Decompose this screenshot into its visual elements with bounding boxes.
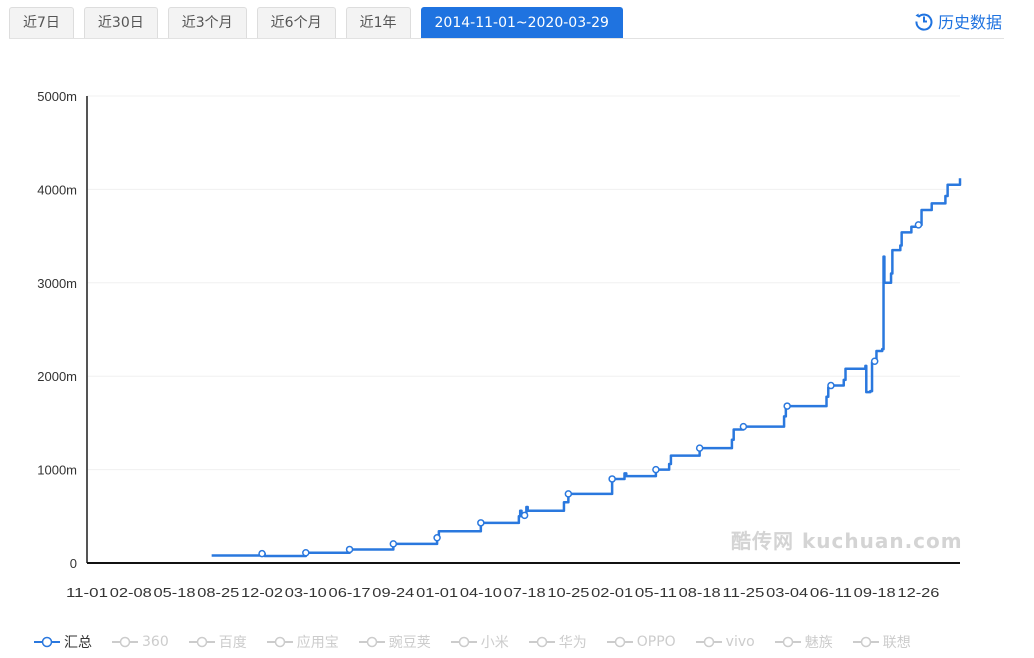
history-data-label: 历史数据 — [937, 13, 1002, 32]
data-point-marker — [345, 545, 354, 554]
data-point-marker — [608, 475, 616, 483]
watermark: 酷传网 kuchuan.com — [731, 529, 963, 553]
legend-line-circle-icon — [450, 636, 477, 648]
legend-item[interactable]: 百度 — [188, 632, 247, 652]
legend-item[interactable]: 应用宝 — [266, 632, 339, 652]
legend-label: 华为 — [558, 635, 587, 651]
data-point-marker — [389, 540, 398, 548]
x-tick-label: 06-17 — [329, 585, 371, 600]
legend-item[interactable]: 联想 — [852, 632, 911, 652]
x-tick-label: 09-24 — [372, 585, 414, 600]
legend-line-circle-icon — [266, 636, 293, 648]
data-point-marker — [914, 221, 923, 229]
x-tick-label: 02-01 — [591, 585, 633, 600]
x-tick-label: 12-26 — [897, 585, 939, 600]
x-tick-label: 11-25 — [722, 585, 764, 600]
tab-7-days[interactable]: 近7日 — [9, 7, 74, 38]
legend-line-circle-icon — [112, 636, 138, 648]
legend-label: 应用宝 — [296, 635, 339, 651]
x-tick-label: 09-18 — [854, 585, 896, 600]
legend-line-circle-icon — [695, 636, 722, 648]
data-point-marker — [258, 549, 266, 558]
legend-item[interactable]: 汇总 — [34, 632, 92, 652]
data-point-marker — [433, 534, 441, 542]
y-tick-label: 2000m — [37, 369, 77, 384]
data-point-marker — [827, 381, 835, 390]
legend-line-circle-icon — [606, 636, 633, 648]
history-clock-icon — [915, 13, 933, 31]
legend-line-circle-icon — [528, 636, 555, 648]
x-tick-label: 07-18 — [504, 585, 546, 600]
data-point-marker — [564, 490, 573, 498]
y-tick-label: 1000m — [37, 463, 77, 478]
tab-divider — [9, 38, 1004, 39]
tab-1-year[interactable]: 近1年 — [345, 7, 411, 38]
legend-item[interactable]: 360 — [112, 632, 169, 652]
tab-6-months[interactable]: 近6个月 — [256, 7, 336, 38]
legend-item[interactable]: 魅族 — [774, 632, 833, 652]
legend-line-circle-icon — [34, 636, 60, 648]
legend-line-circle-icon — [188, 636, 215, 648]
legend-line-circle-icon — [852, 636, 879, 648]
legend-line-circle-icon — [358, 636, 385, 648]
x-tick-label: 08-25 — [197, 585, 239, 600]
legend-label: 魅族 — [804, 635, 833, 651]
x-tick-label: 03-10 — [285, 585, 327, 600]
data-point-marker — [302, 548, 310, 557]
x-tick-label: 11-01 — [66, 585, 108, 600]
data-point-marker — [870, 357, 879, 366]
x-tick-label: 06-11 — [810, 585, 852, 600]
x-tick-label: 12-02 — [241, 585, 283, 600]
chart-legend: 汇总 360 百度 应用宝 豌豆荚 小米 华为 OPPO vivo 魅族 联想 — [34, 632, 931, 652]
y-tick-label: 3000m — [37, 276, 77, 291]
y-tick-label: 4000m — [37, 182, 77, 197]
legend-item[interactable]: vivo — [695, 632, 755, 652]
data-point-marker — [652, 465, 660, 474]
data-point-marker — [477, 519, 485, 527]
series-line — [211, 178, 962, 558]
legend-item[interactable]: 华为 — [528, 632, 587, 652]
x-tick-label: 02-08 — [110, 585, 152, 600]
legend-label: 豌豆荚 — [388, 635, 431, 651]
tab-30-days[interactable]: 近30日 — [83, 7, 158, 38]
data-point-marker — [783, 402, 791, 410]
legend-label: 百度 — [218, 635, 247, 651]
history-data-link[interactable]: 历史数据 — [914, 9, 1002, 33]
data-point-marker — [739, 422, 748, 431]
x-tick-label: 04-10 — [460, 585, 502, 600]
date-range-tabs: 近7日 近30日 近3个月 近6个月 近1年 2014-11-01~2020-0… — [9, 7, 623, 38]
x-tick-label: 10-25 — [547, 585, 589, 600]
data-point-marker — [695, 444, 704, 452]
tab-custom-range[interactable]: 2014-11-01~2020-03-29 — [420, 7, 623, 38]
x-tick-label: 03-04 — [766, 585, 808, 600]
x-tick-label: 05-18 — [154, 585, 196, 600]
legend-item[interactable]: 豌豆荚 — [358, 632, 431, 652]
legend-line-circle-icon — [774, 636, 801, 648]
legend-label: 联想 — [882, 635, 911, 651]
legend-label: 360 — [142, 634, 169, 650]
y-tick-label: 5000m — [37, 89, 77, 104]
legend-label: 汇总 — [64, 635, 92, 651]
tab-3-months[interactable]: 近3个月 — [167, 7, 247, 38]
x-tick-label: 01-01 — [416, 585, 458, 600]
legend-item[interactable]: 小米 — [450, 632, 509, 652]
x-tick-label: 08-18 — [679, 585, 721, 600]
y-tick-label: 0 — [70, 556, 77, 571]
legend-item[interactable]: OPPO — [606, 632, 676, 652]
x-tick-label: 05-11 — [635, 585, 677, 600]
legend-label: vivo — [725, 634, 755, 650]
legend-label: OPPO — [636, 634, 676, 650]
data-point-marker — [520, 511, 529, 520]
legend-label: 小米 — [480, 635, 509, 651]
